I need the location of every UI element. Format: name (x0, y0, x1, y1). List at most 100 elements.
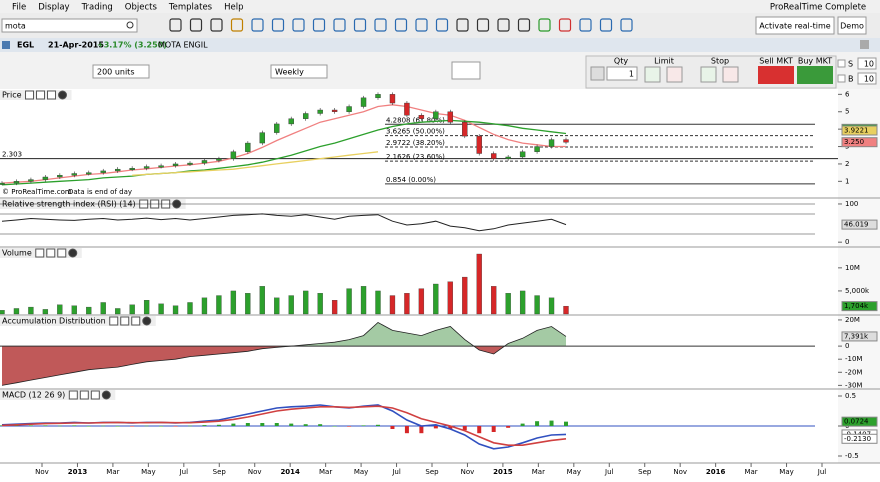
limit-buy[interactable] (644, 66, 661, 83)
menu-item[interactable]: Display (38, 3, 69, 13)
candle (505, 156, 511, 159)
panel-button[interactable] (46, 248, 56, 258)
tool-icon[interactable] (415, 18, 428, 32)
tool-icon[interactable] (230, 18, 244, 32)
tool-icon[interactable] (271, 18, 285, 32)
tool-icon[interactable] (579, 18, 592, 32)
volume-bar (57, 304, 63, 315)
panel-button[interactable] (68, 248, 78, 258)
x-tick-label: 2016 (706, 468, 726, 476)
macd-histogram (462, 426, 467, 431)
x-tick-label: Nov (248, 468, 262, 476)
sell-button[interactable] (758, 66, 794, 84)
candle (100, 170, 106, 173)
tool-icon[interactable] (210, 18, 223, 32)
s-checkbox[interactable] (837, 59, 846, 68)
value-box (841, 433, 878, 444)
activate-button[interactable] (755, 16, 835, 35)
tool-icon[interactable] (497, 18, 510, 32)
tool-icon[interactable] (394, 18, 408, 32)
macd-histogram (72, 425, 77, 426)
search-box[interactable] (1, 18, 138, 33)
demo-button[interactable] (837, 16, 867, 35)
value-box (841, 301, 878, 312)
candle (346, 106, 352, 112)
volume-bar (28, 306, 34, 315)
candle (389, 94, 396, 104)
panel-button[interactable] (90, 390, 100, 400)
moving-average (1, 104, 566, 184)
menu-item[interactable]: File (12, 3, 26, 13)
period-select[interactable] (270, 64, 328, 79)
y-tick-label: -20M (845, 368, 862, 376)
panel-button[interactable] (142, 316, 152, 326)
tool-icon[interactable] (189, 18, 203, 32)
tool-icon[interactable] (599, 18, 613, 32)
tool-icon[interactable] (558, 18, 572, 32)
menu-item[interactable]: Trading (81, 3, 113, 13)
buy-button[interactable] (797, 66, 833, 84)
macd-histogram (404, 426, 409, 434)
panel-button[interactable] (58, 90, 68, 100)
limit-sell[interactable] (666, 66, 683, 83)
units-select[interactable] (92, 64, 150, 79)
x-tick-label: Mar (532, 468, 545, 476)
panel-button[interactable] (120, 316, 130, 326)
candle (519, 151, 526, 158)
macd-histogram (506, 426, 511, 428)
menu-item[interactable]: Help (224, 3, 243, 13)
tool-icon[interactable] (620, 18, 633, 32)
stop-sell[interactable] (722, 66, 739, 83)
tool-icon[interactable] (435, 18, 449, 32)
menu-item[interactable]: Templates (168, 3, 213, 13)
tool-icon[interactable] (476, 18, 490, 32)
search-icon[interactable] (126, 21, 134, 29)
volume-bar (42, 309, 49, 315)
macd-histogram (159, 426, 164, 427)
tool-icon[interactable] (333, 18, 346, 32)
macd-histogram (390, 426, 395, 429)
panel-button[interactable] (36, 90, 46, 100)
panel-button[interactable] (25, 90, 35, 100)
macd-histogram (419, 426, 424, 434)
tool-icon[interactable] (353, 18, 367, 32)
panel-button[interactable] (131, 316, 141, 326)
volume-bar (548, 297, 555, 315)
tool-icon[interactable] (517, 18, 531, 32)
candle (288, 118, 294, 125)
stop-buy[interactable] (700, 66, 717, 83)
tool-icon[interactable] (374, 18, 387, 32)
qty-input[interactable] (606, 66, 638, 81)
b-checkbox[interactable] (837, 74, 846, 83)
instrument-code[interactable]: EGL (17, 41, 34, 50)
chart-type-button[interactable] (451, 61, 481, 80)
panel-button[interactable] (101, 390, 111, 400)
order-settings[interactable] (590, 66, 605, 81)
macd-histogram (361, 425, 366, 426)
volume-bar (172, 305, 179, 315)
fib-label: 0.854 (0.00%) (386, 176, 436, 184)
candle (245, 142, 251, 152)
panel-title: MACD (12 26 9) (2, 391, 65, 400)
panel-button[interactable] (35, 248, 45, 258)
panel-button[interactable] (109, 316, 119, 326)
tool-icon[interactable] (169, 18, 182, 32)
b-input[interactable] (857, 72, 877, 85)
panel-button[interactable] (57, 248, 67, 258)
y-tick-label: -30M (845, 381, 862, 389)
panel-title: Accumulation Distribution (2, 317, 106, 326)
tool-icon[interactable] (251, 18, 264, 32)
volume-bar (187, 302, 193, 315)
volume-bar (71, 305, 77, 315)
panel-button[interactable] (68, 390, 78, 400)
close-button[interactable] (860, 40, 869, 49)
volume-bar (375, 290, 381, 315)
tool-icon[interactable] (312, 18, 326, 32)
tool-icon[interactable] (538, 18, 551, 32)
menu-item[interactable]: Objects (125, 3, 158, 13)
panel-button[interactable] (79, 390, 89, 400)
s-input[interactable] (857, 57, 877, 70)
tool-icon[interactable] (456, 18, 469, 32)
tool-icon[interactable] (292, 18, 305, 32)
panel-button[interactable] (47, 90, 57, 100)
